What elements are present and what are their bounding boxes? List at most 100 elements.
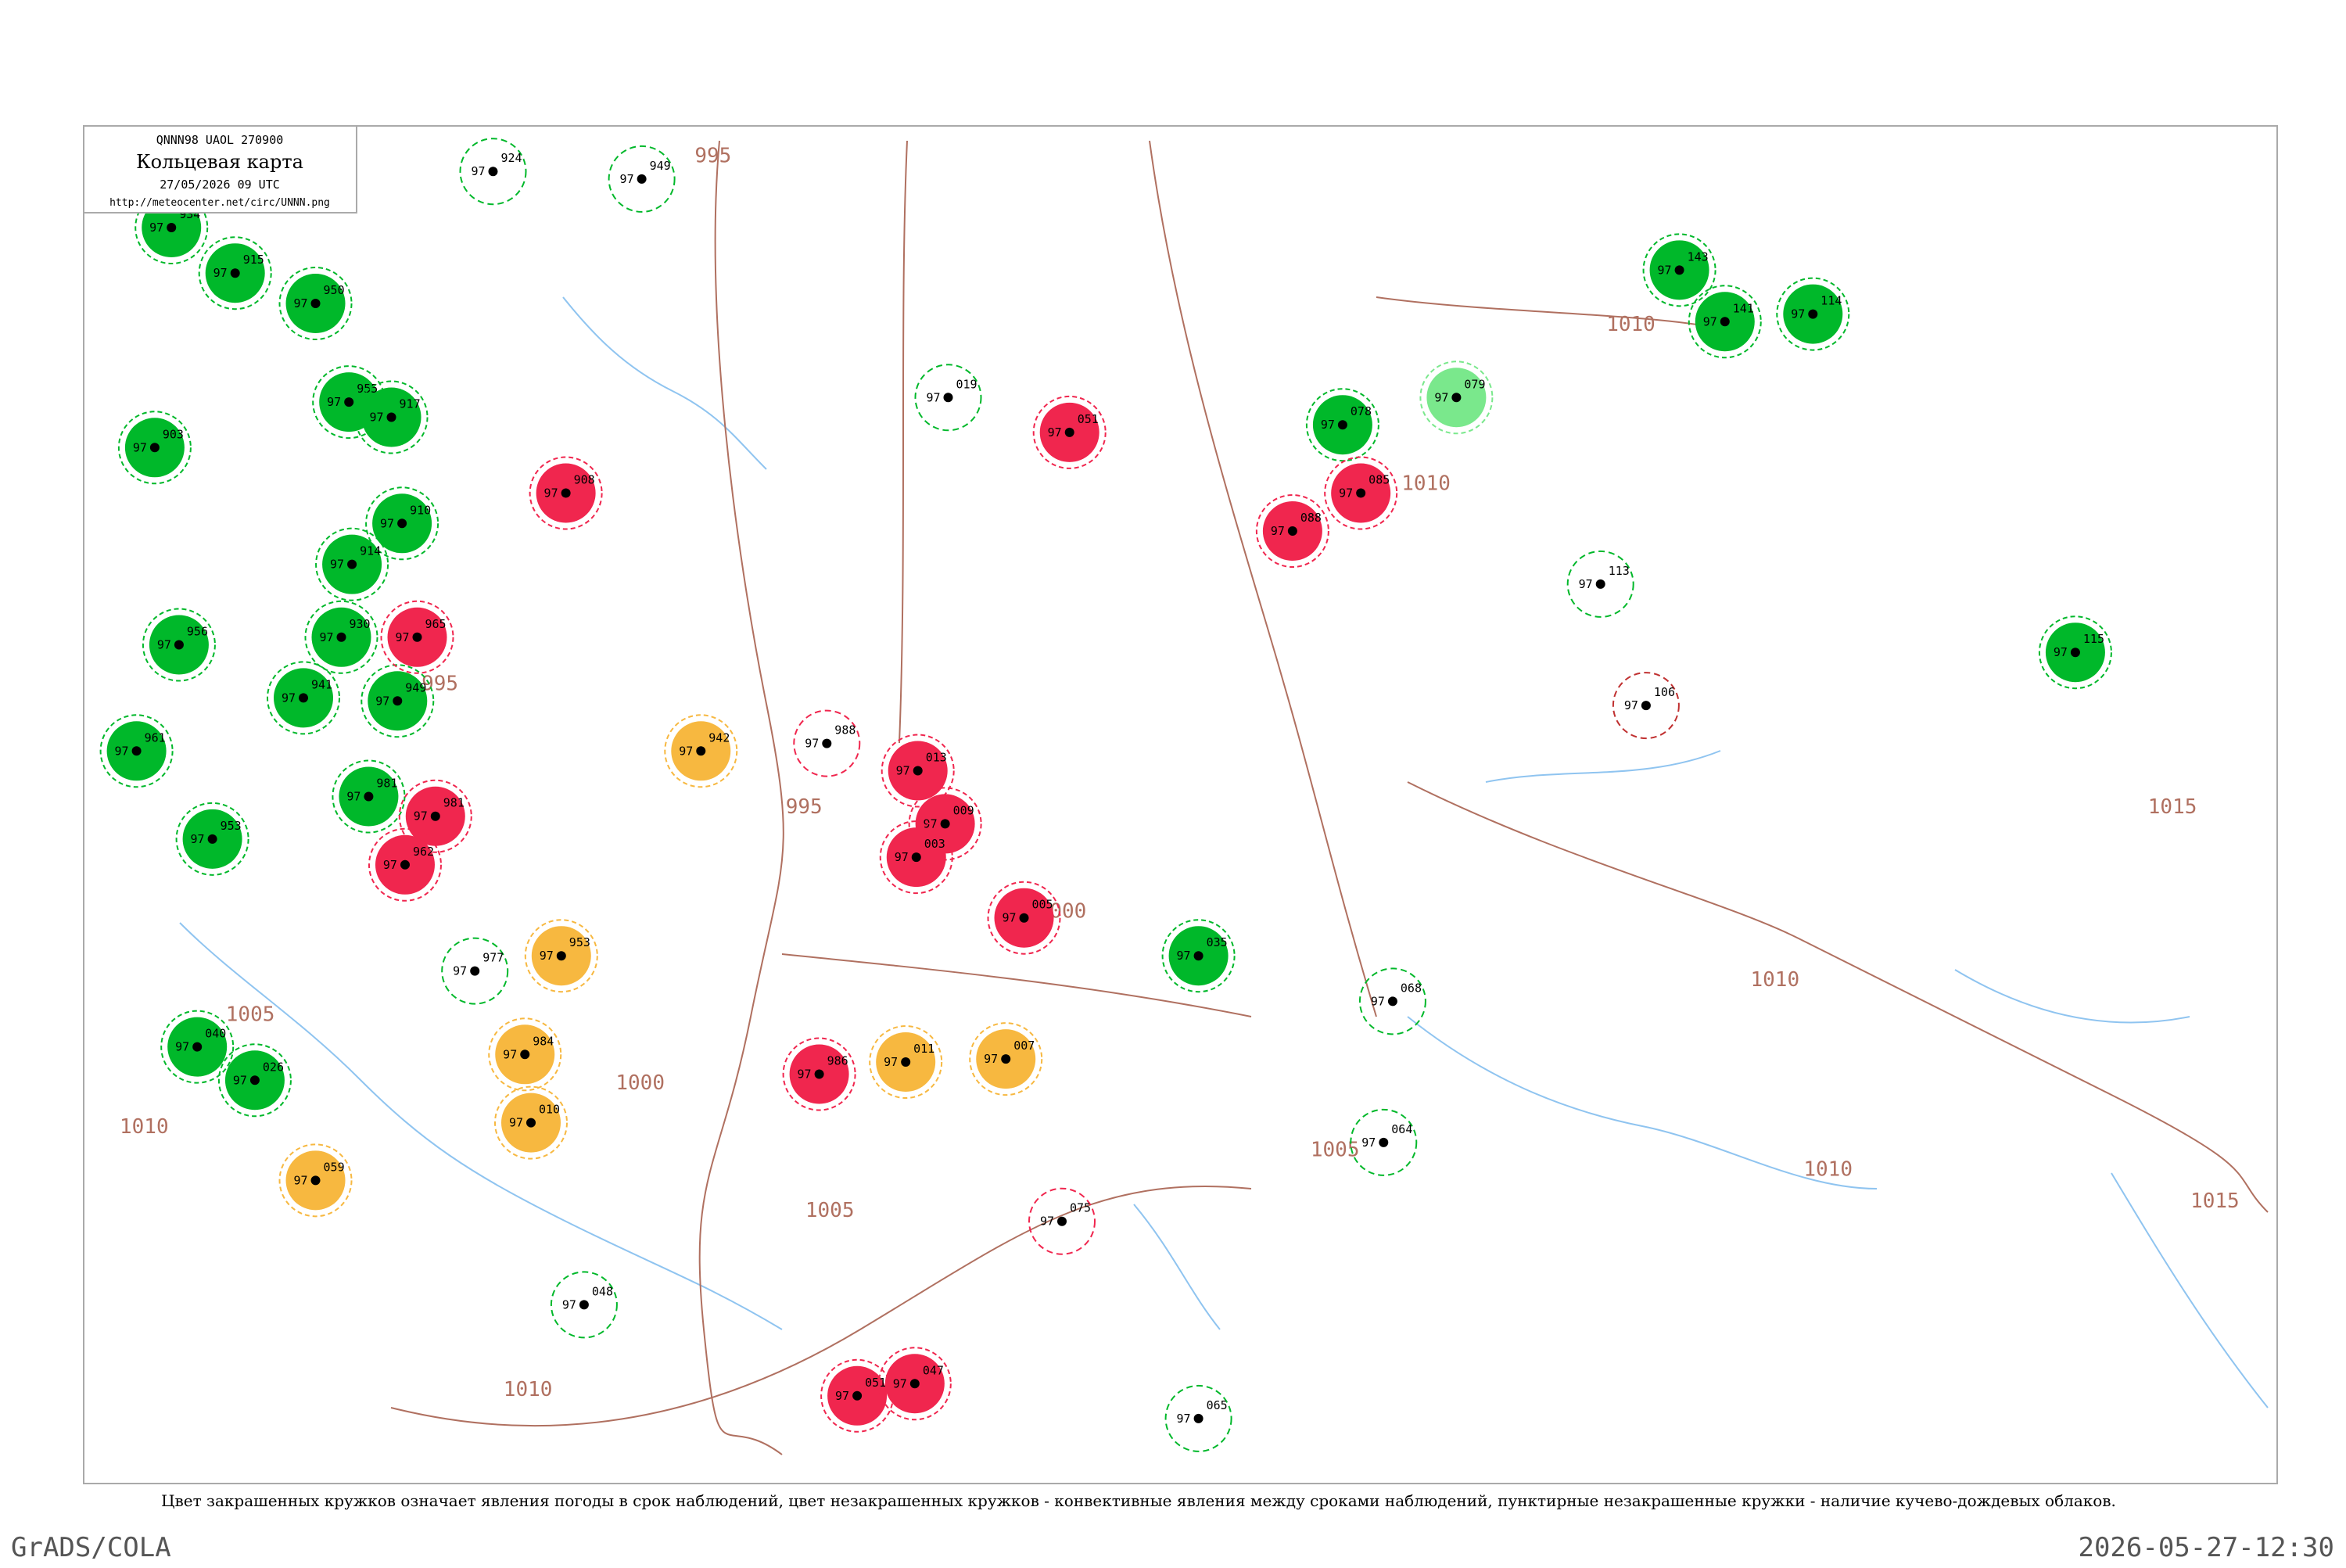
station-dot xyxy=(1674,265,1684,275)
station-temp: 97 xyxy=(1791,307,1805,321)
station-halo xyxy=(368,827,442,902)
station-temp: 97 xyxy=(375,694,389,708)
header-background xyxy=(83,125,357,213)
station-dot xyxy=(1193,1413,1203,1423)
station-dot xyxy=(249,1075,260,1085)
station: 981 97 xyxy=(398,779,472,853)
station-pressure: 068 xyxy=(1401,981,1422,995)
station-pressure: 914 xyxy=(360,544,381,558)
station: 019 97 xyxy=(914,364,982,432)
station-temp: 97 xyxy=(369,411,383,425)
station: 035 97 xyxy=(1161,919,1236,993)
station: 007 97 xyxy=(969,1022,1043,1096)
station-temp: 97 xyxy=(327,395,341,409)
station-halo xyxy=(1255,494,1329,568)
station-halo xyxy=(877,1347,952,1421)
station-temp: 97 xyxy=(414,809,428,823)
station-circle-open xyxy=(1612,672,1680,740)
station-dot xyxy=(393,696,403,706)
station-temp: 97 xyxy=(395,630,409,644)
station-halo xyxy=(529,456,603,530)
station-halo xyxy=(117,411,192,485)
station-halo xyxy=(398,779,472,853)
station: 068 97 xyxy=(1358,967,1426,1035)
station-dot xyxy=(2070,648,2080,658)
isobar-label: 1010 xyxy=(1606,313,1655,336)
station-dot xyxy=(1356,488,1366,498)
station-halo xyxy=(304,600,378,674)
station-temp: 97 xyxy=(562,1297,576,1311)
station-pressure: 942 xyxy=(708,730,730,745)
station-temp: 97 xyxy=(282,691,296,705)
station-pressure: 048 xyxy=(592,1284,613,1298)
station-pressure: 065 xyxy=(1207,1398,1228,1412)
station: 113 97 xyxy=(1566,550,1634,618)
station-dot xyxy=(1019,913,1029,923)
station-temp: 97 xyxy=(540,949,554,963)
station: 981 97 xyxy=(332,759,406,834)
station-dot xyxy=(1193,951,1203,961)
station-pressure: 051 xyxy=(865,1376,886,1390)
station-pressure: 949 xyxy=(405,680,426,694)
station-circle-open xyxy=(1350,1108,1418,1176)
station-temp: 97 xyxy=(346,790,361,804)
station-pressure: 047 xyxy=(923,1363,944,1377)
station-pressure: 106 xyxy=(1654,685,1675,699)
station-dot xyxy=(192,1042,203,1052)
station-halo xyxy=(1305,388,1379,462)
station-pressure: 930 xyxy=(350,617,371,631)
station-halo xyxy=(278,267,353,340)
station-temp: 97 xyxy=(895,850,909,864)
station-temp: 97 xyxy=(1040,1215,1054,1229)
isobar-label: 1005 xyxy=(226,1003,275,1027)
station-pressure: 141 xyxy=(1733,301,1754,315)
station-halo xyxy=(142,608,216,682)
isobar-label: 1010 xyxy=(1750,968,1799,992)
station-dot xyxy=(386,412,396,422)
station: 984 97 xyxy=(488,1017,562,1092)
isobar-label: 1015 xyxy=(2148,795,2197,819)
station: 953 97 xyxy=(175,802,249,876)
station-temp: 97 xyxy=(893,1376,907,1390)
isobar-label: 1010 xyxy=(120,1115,169,1139)
station-halo xyxy=(1688,285,1762,359)
station-pressure: 915 xyxy=(243,253,264,267)
station-dot xyxy=(488,167,498,177)
station-dot xyxy=(412,632,422,642)
station-halo xyxy=(198,236,272,310)
station-dot xyxy=(344,397,354,407)
station-pressure: 955 xyxy=(357,382,378,396)
station-halo xyxy=(1324,456,1398,530)
station: 950 97 xyxy=(278,267,353,340)
station-temp: 97 xyxy=(1361,1136,1376,1150)
station-halo xyxy=(664,714,738,788)
station-temp: 97 xyxy=(213,266,228,280)
station-pressure: 035 xyxy=(1207,935,1228,949)
station-dot xyxy=(1641,701,1651,711)
station-halo xyxy=(354,380,429,454)
station-dot xyxy=(901,1057,911,1067)
station: 010 97 xyxy=(494,1085,568,1160)
isobar-label: 1005 xyxy=(805,1199,855,1222)
station-halo xyxy=(488,1017,562,1092)
station-dot xyxy=(1808,309,1818,319)
station: 011 97 xyxy=(869,1025,943,1099)
station-temp: 97 xyxy=(1177,949,1191,963)
station-dot xyxy=(1057,1216,1067,1226)
station-temp: 97 xyxy=(1703,314,1717,328)
station-temp: 97 xyxy=(509,1116,523,1130)
station-temp: 97 xyxy=(453,964,467,978)
station: 908 97 xyxy=(529,456,603,530)
station-temp: 97 xyxy=(1434,390,1448,404)
rivers xyxy=(179,296,2269,1408)
station-temp: 97 xyxy=(544,486,558,501)
station-halo xyxy=(380,600,454,674)
station-temp: 97 xyxy=(679,744,693,758)
station-temp: 97 xyxy=(1321,418,1335,432)
station-pressure: 977 xyxy=(482,951,504,965)
station-pressure: 064 xyxy=(1391,1122,1412,1136)
station: 949 97 xyxy=(361,664,435,738)
station: 930 97 xyxy=(304,600,378,674)
station: 005 97 xyxy=(987,881,1061,955)
